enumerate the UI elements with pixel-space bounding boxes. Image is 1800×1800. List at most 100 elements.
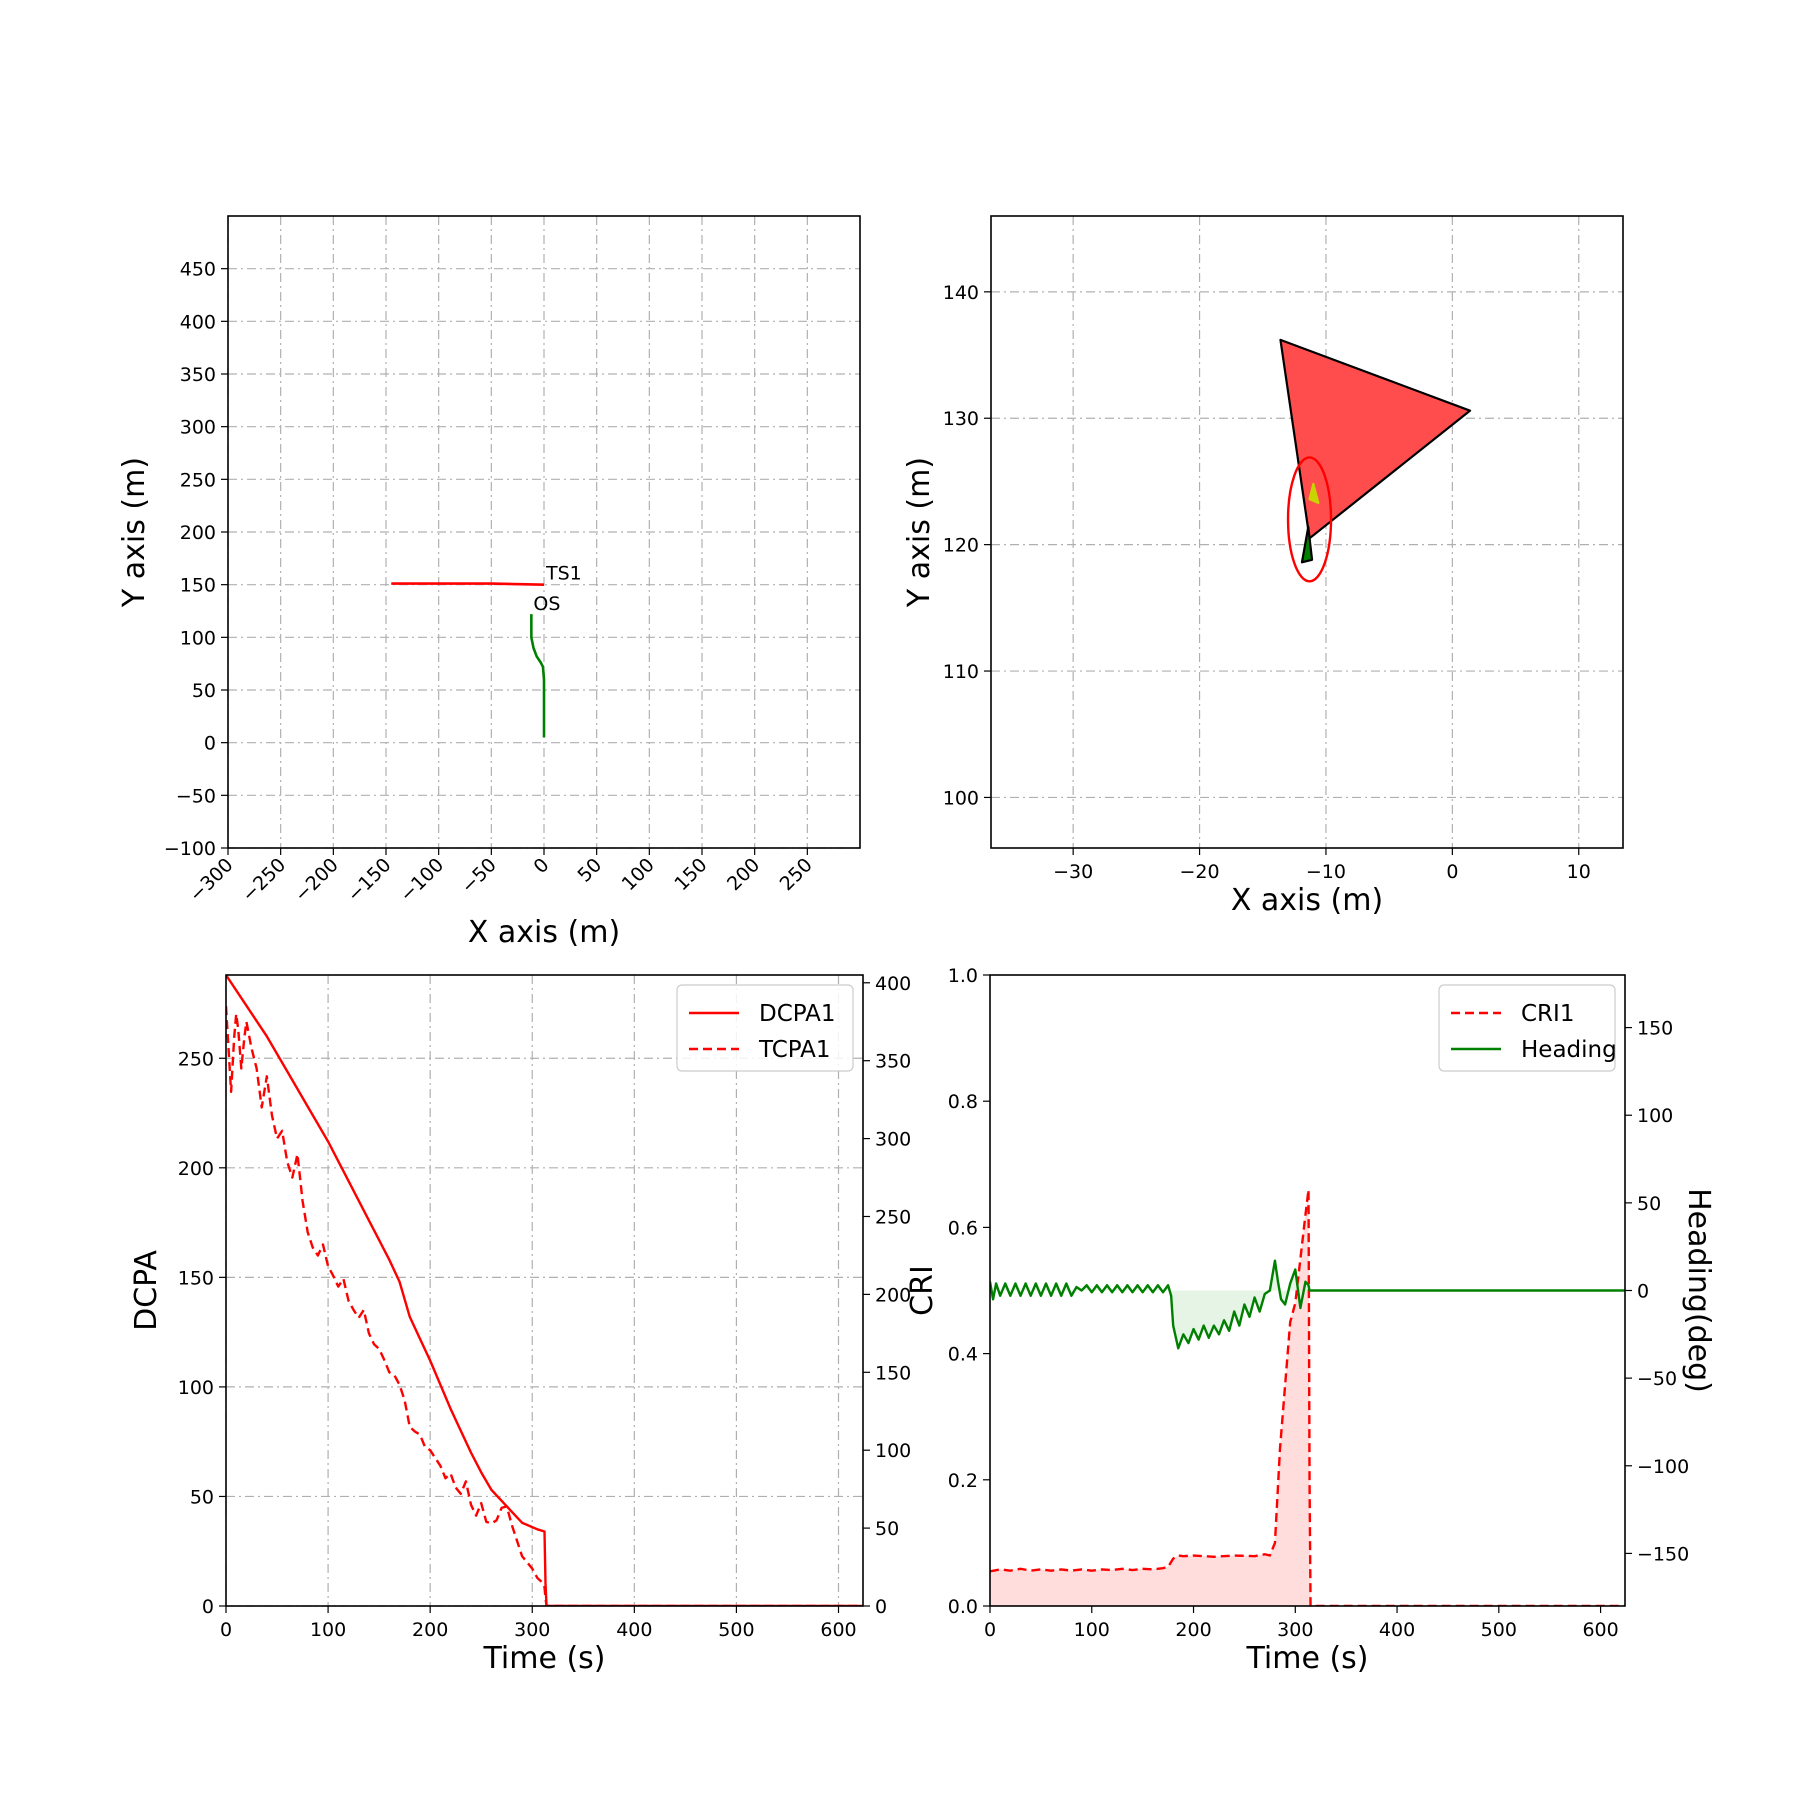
y2-tick-label: −150: [1637, 1543, 1689, 1565]
tcpa1-line: [226, 1006, 863, 1606]
y2-tick-label: 50: [875, 1518, 899, 1540]
x-tick-label: 600: [1582, 1619, 1618, 1641]
x-tick-label: −10: [1306, 861, 1346, 883]
collision-cone: [1279, 338, 1472, 540]
y2-tick-label: 150: [875, 1362, 911, 1384]
y-tick-label: 0: [202, 1596, 214, 1618]
cri1-area: [990, 1189, 1625, 1606]
x-tick-label: 600: [820, 1619, 856, 1641]
y2-tick-label: 150: [1637, 1018, 1673, 1040]
x-tick-label: −30: [1053, 861, 1093, 883]
y-tick-label: 0.6: [948, 1217, 978, 1239]
x-tick-label: 100: [1074, 1619, 1110, 1641]
plot-frame: [990, 215, 1624, 849]
dcpa-tcpa-plot: 0 100 200 300 400 500 600 0 50 100 150 200 250 0 50 100…: [129, 973, 911, 1676]
plot-frame: [227, 215, 861, 849]
y2-tick-label: 300: [875, 1129, 911, 1151]
os-label: OS: [533, 593, 560, 615]
x-tick-label: 100: [310, 1619, 346, 1641]
dcpa1-line: [226, 975, 863, 1606]
y-tick-label: 150: [178, 1267, 214, 1289]
y-tick-label: −50: [176, 785, 216, 807]
target-marker: [1308, 482, 1320, 505]
x-tick-label: 500: [718, 1619, 754, 1641]
x-tick-label: 0: [220, 1619, 232, 1641]
ship-domain-ellipse: [1286, 456, 1333, 583]
own-ship-marker: [1300, 525, 1314, 564]
y-tick-label: 0.4: [948, 1344, 978, 1366]
plot-frame: [989, 974, 1626, 1607]
y-tick-label: 1.0: [948, 965, 978, 987]
cri-heading-plot: 0 100 200 300 400 500 6000.00.20.40.60.81.0−15…: [905, 965, 1716, 1676]
y-tick-label: 0: [204, 733, 216, 755]
x-tick-label: 300: [1277, 1619, 1313, 1641]
y2-tick-label: −100: [1637, 1456, 1689, 1478]
x-axis-label: X axis (m): [468, 915, 620, 950]
y2-axis-label: Heading(deg): [1681, 1188, 1716, 1393]
y-tick-label: 110: [943, 661, 979, 683]
y-tick-label: 350: [180, 364, 216, 386]
y-tick-label: 200: [178, 1158, 214, 1180]
y-tick-label: 100: [178, 1377, 214, 1399]
os-trajectory: [530, 614, 546, 738]
x-tick-label: 200: [1175, 1619, 1211, 1641]
y2-tick-label: 200: [875, 1284, 911, 1306]
x-tick-label: 200: [723, 854, 764, 895]
legend-label: DCPA1: [759, 1001, 836, 1027]
y-tick-label: 150: [180, 575, 216, 597]
x-tick-label: 400: [616, 1619, 652, 1641]
x-tick-label: 500: [1481, 1619, 1517, 1641]
zoomed-encounter-plot: −30 −20 −10 0 10 100 110 120 130 140 X axis (m) Y a…: [902, 215, 1624, 918]
y-axis-label: DCPA: [129, 1250, 164, 1331]
x-axis-label: Time (s): [483, 1641, 606, 1676]
x-tick-label: 0: [1446, 861, 1458, 883]
y2-tick-label: 100: [1637, 1105, 1673, 1127]
x-tick-label: 150: [670, 854, 711, 895]
y-tick-label: 0.0: [948, 1596, 978, 1618]
x-tick-label: −150: [343, 854, 395, 906]
y-tick-label: 140: [943, 282, 979, 304]
x-tick-label: −200: [290, 854, 342, 906]
y-tick-label: 130: [943, 408, 979, 430]
plot-frame: [225, 974, 864, 1607]
y-tick-label: 200: [180, 522, 216, 544]
y2-tick-label: 350: [875, 1051, 911, 1073]
x-tick-label: 100: [618, 854, 659, 895]
y2-tick-label: −50: [1637, 1368, 1677, 1390]
x-tick-label: 0: [984, 1619, 996, 1641]
x-axis-label: X axis (m): [1231, 883, 1383, 918]
x-tick-label: 50: [574, 854, 607, 887]
y2-tick-label: 250: [875, 1206, 911, 1228]
y-tick-label: 0.8: [948, 1091, 978, 1113]
cri1-line: [990, 1188, 1625, 1606]
ts1-trajectory: [391, 582, 545, 586]
y-tick-label: 450: [180, 259, 216, 281]
y-tick-label: 400: [180, 311, 216, 333]
y-tick-label: 120: [943, 535, 979, 557]
x-tick-label: −100: [396, 854, 448, 906]
x-tick-label: 10: [1567, 861, 1591, 883]
legend-label: CRI1: [1521, 1001, 1574, 1027]
y2-tick-label: 100: [875, 1440, 911, 1462]
x-tick-label: 300: [514, 1619, 550, 1641]
y-axis-label: Y axis (m): [902, 457, 937, 608]
x-axis-label: Time (s): [1246, 1641, 1369, 1676]
y-tick-label: 100: [943, 787, 979, 809]
x-tick-label: −300: [185, 854, 237, 906]
y2-tick-label: 400: [875, 973, 911, 995]
y-tick-label: 100: [180, 627, 216, 649]
y-tick-label: 50: [192, 680, 216, 702]
x-tick-label: 0: [529, 854, 553, 878]
y2-tick-label: 0: [1637, 1281, 1649, 1303]
legend-label: Heading: [1521, 1037, 1617, 1063]
y-tick-label: −100: [164, 838, 216, 860]
legend-label: TCPA1: [758, 1037, 831, 1063]
heading-line: [990, 1259, 1625, 1350]
y-tick-label: 300: [180, 417, 216, 439]
x-tick-label: 400: [1379, 1619, 1415, 1641]
y-axis-label: CRI: [905, 1265, 940, 1316]
y2-tick-label: 0: [875, 1596, 887, 1618]
y-tick-label: 250: [180, 469, 216, 491]
y-axis-label: Y axis (m): [117, 457, 152, 608]
